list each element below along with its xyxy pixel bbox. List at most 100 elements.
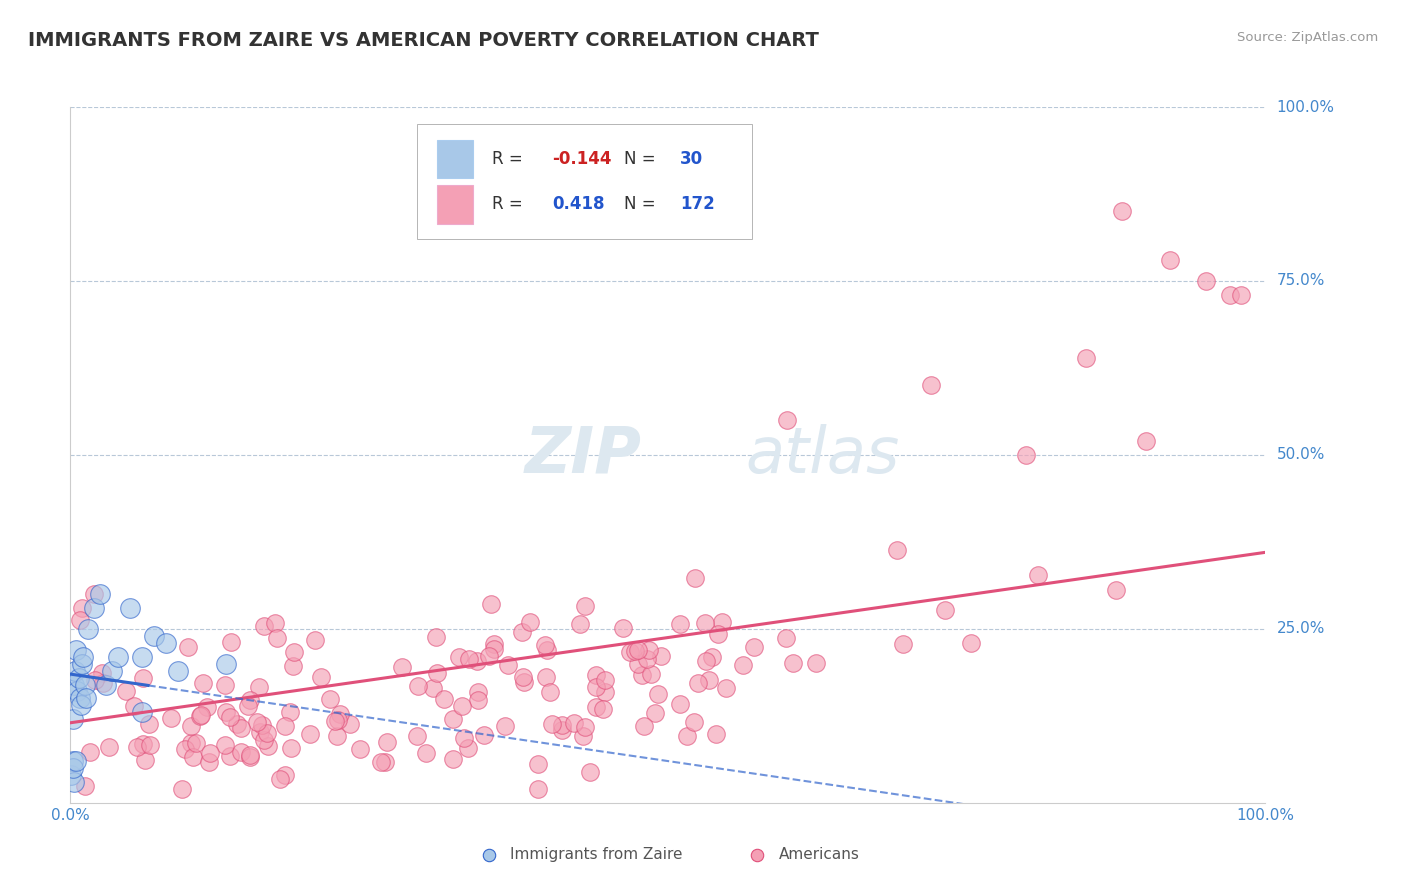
Point bbox=[467, 693, 489, 707]
Point bbox=[339, 717, 361, 731]
Point bbox=[62, 761, 84, 775]
Point bbox=[512, 625, 534, 640]
Point bbox=[155, 636, 177, 650]
Point bbox=[283, 659, 305, 673]
Point bbox=[190, 708, 212, 723]
Point bbox=[441, 752, 464, 766]
Point bbox=[69, 613, 91, 627]
Text: 75.0%: 75.0% bbox=[1277, 274, 1324, 288]
Point bbox=[1218, 288, 1241, 302]
Point bbox=[143, 629, 166, 643]
Point bbox=[326, 713, 349, 727]
Point bbox=[215, 705, 238, 719]
Point bbox=[920, 378, 942, 392]
Point bbox=[585, 699, 607, 714]
Point bbox=[98, 739, 121, 754]
Point bbox=[676, 729, 699, 743]
Point bbox=[638, 643, 661, 657]
Text: 172: 172 bbox=[681, 195, 714, 213]
Point bbox=[593, 673, 616, 687]
Point bbox=[257, 739, 280, 753]
Point bbox=[107, 649, 129, 664]
Point bbox=[79, 745, 101, 759]
Point bbox=[253, 733, 276, 747]
Point bbox=[627, 657, 650, 671]
Point bbox=[96, 677, 117, 691]
Point bbox=[278, 705, 301, 719]
Point bbox=[707, 627, 730, 641]
Point bbox=[198, 746, 221, 760]
Point bbox=[593, 685, 616, 699]
Point bbox=[585, 680, 607, 694]
Point bbox=[374, 755, 396, 769]
Point bbox=[134, 753, 156, 767]
Point bbox=[274, 767, 297, 781]
Point bbox=[239, 747, 262, 762]
Point bbox=[579, 764, 602, 779]
Text: -0.144: -0.144 bbox=[553, 150, 612, 169]
Point bbox=[1015, 448, 1038, 462]
Point bbox=[138, 717, 160, 731]
Point bbox=[83, 587, 105, 601]
Point bbox=[406, 679, 429, 693]
Point bbox=[562, 716, 585, 731]
Point bbox=[551, 723, 574, 737]
Point bbox=[349, 741, 371, 756]
Point bbox=[70, 601, 93, 615]
Point bbox=[323, 714, 346, 728]
Point bbox=[886, 543, 908, 558]
Point bbox=[73, 677, 96, 691]
Point bbox=[527, 781, 550, 796]
Point bbox=[1105, 582, 1128, 597]
Point bbox=[131, 706, 153, 720]
Point bbox=[253, 619, 276, 633]
Point bbox=[585, 667, 607, 681]
Point bbox=[83, 673, 105, 687]
Point bbox=[63, 775, 86, 789]
Point bbox=[644, 706, 666, 721]
Point bbox=[627, 642, 650, 657]
Point bbox=[246, 715, 269, 730]
Point bbox=[683, 715, 706, 730]
Point bbox=[747, 847, 769, 862]
Point bbox=[166, 664, 188, 678]
Point bbox=[538, 685, 561, 699]
Point bbox=[256, 726, 278, 740]
Point bbox=[115, 684, 138, 698]
Point bbox=[636, 652, 658, 666]
Text: Immigrants from Zaire: Immigrants from Zaire bbox=[510, 847, 682, 863]
Point bbox=[122, 698, 145, 713]
Point bbox=[298, 727, 321, 741]
Point bbox=[239, 693, 262, 707]
Point bbox=[536, 642, 558, 657]
Point bbox=[214, 738, 236, 752]
Point bbox=[572, 730, 595, 744]
Point bbox=[73, 780, 96, 794]
Point bbox=[62, 754, 84, 768]
Point bbox=[132, 671, 155, 685]
Point bbox=[633, 719, 655, 733]
Point bbox=[533, 638, 555, 652]
Text: N =: N = bbox=[624, 150, 661, 169]
Point bbox=[782, 656, 804, 670]
Point bbox=[519, 615, 541, 630]
Point bbox=[1111, 204, 1133, 219]
Point bbox=[482, 637, 505, 651]
Point bbox=[551, 718, 574, 732]
Text: atlas: atlas bbox=[745, 424, 900, 486]
Point bbox=[650, 648, 672, 663]
Point bbox=[1195, 274, 1218, 288]
Point bbox=[180, 736, 202, 750]
Point bbox=[425, 630, 447, 644]
Point bbox=[247, 681, 270, 695]
Point bbox=[89, 587, 111, 601]
Point bbox=[309, 670, 332, 684]
Point bbox=[640, 667, 662, 681]
Text: Source: ZipAtlas.com: Source: ZipAtlas.com bbox=[1237, 31, 1378, 45]
Point bbox=[62, 712, 84, 726]
Point bbox=[697, 673, 720, 687]
Point bbox=[198, 755, 221, 769]
Point bbox=[319, 691, 342, 706]
Point bbox=[181, 749, 204, 764]
Point bbox=[1159, 253, 1181, 268]
